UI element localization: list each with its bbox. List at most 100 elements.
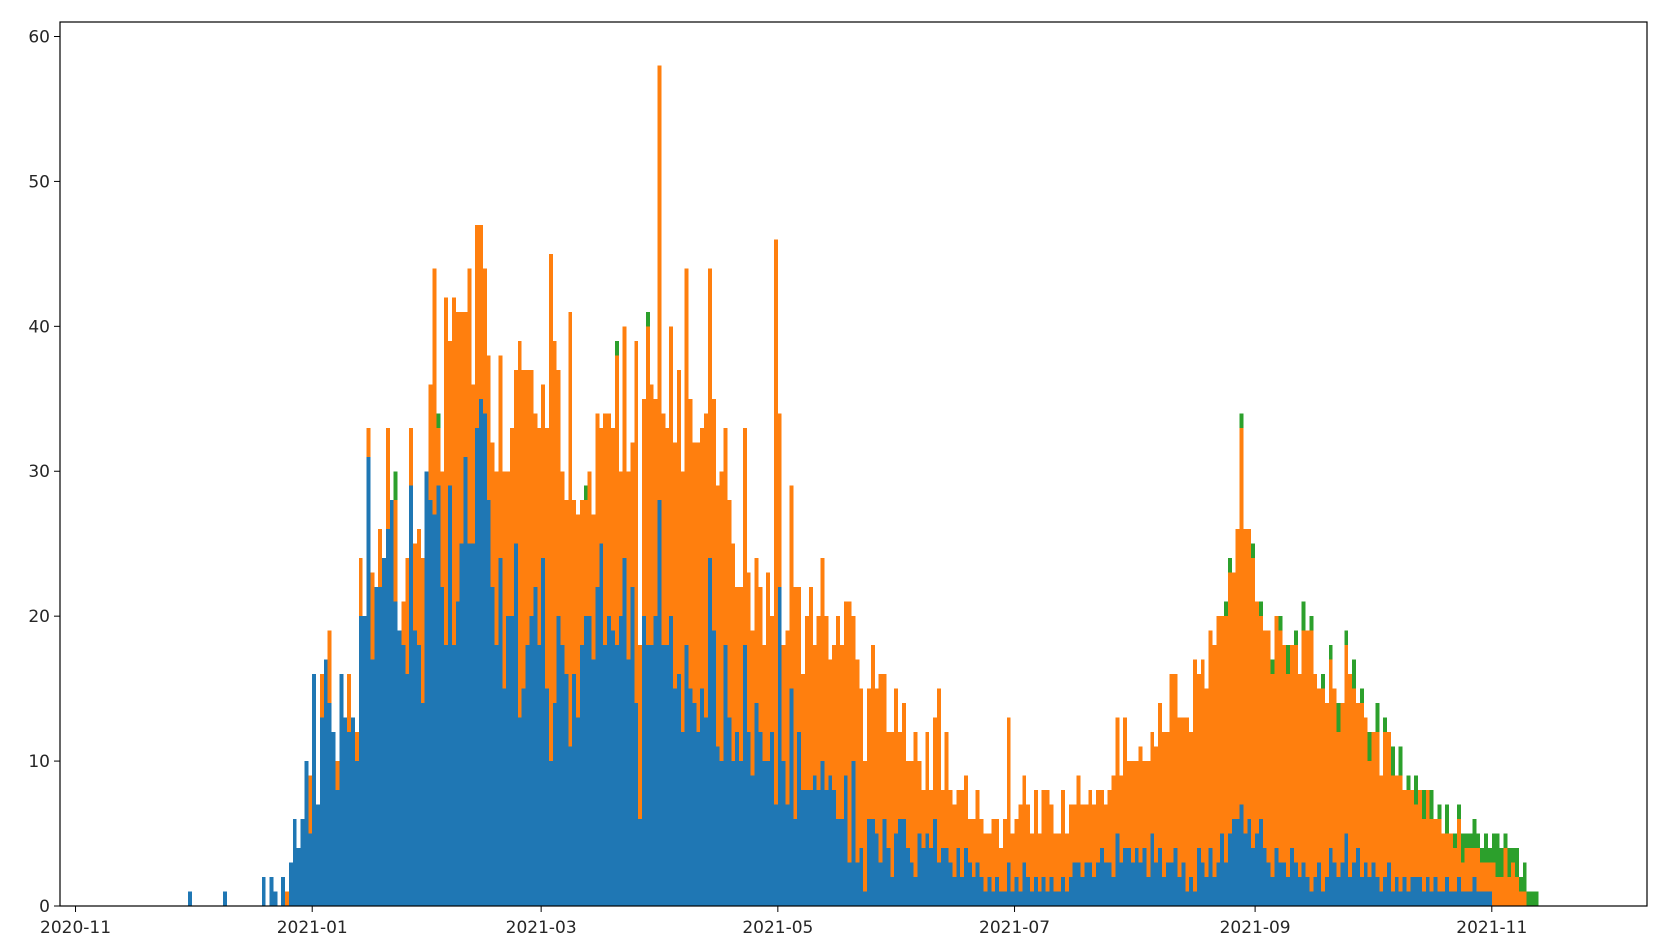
bar bbox=[645, 645, 650, 906]
bar bbox=[1181, 717, 1186, 863]
bar bbox=[1057, 833, 1062, 892]
bar bbox=[824, 790, 829, 906]
bar bbox=[568, 311, 573, 747]
bar bbox=[482, 268, 487, 414]
bar bbox=[1290, 645, 1294, 849]
bar bbox=[467, 268, 472, 544]
bar bbox=[836, 819, 840, 906]
bar bbox=[1084, 862, 1089, 906]
bar bbox=[789, 688, 794, 906]
bar bbox=[607, 616, 611, 906]
bar bbox=[1224, 862, 1228, 906]
bar bbox=[548, 253, 553, 762]
bar bbox=[1328, 659, 1333, 849]
bar bbox=[750, 775, 755, 906]
bar bbox=[967, 819, 972, 863]
bar bbox=[1227, 833, 1232, 906]
bar bbox=[366, 427, 371, 457]
bar bbox=[1107, 862, 1112, 906]
bar bbox=[1348, 877, 1353, 906]
bar bbox=[676, 369, 681, 675]
bar bbox=[572, 500, 577, 675]
bar bbox=[1064, 891, 1069, 906]
bar bbox=[521, 369, 526, 689]
bar bbox=[288, 862, 293, 906]
bar bbox=[1018, 804, 1023, 892]
bar bbox=[979, 819, 984, 878]
bar bbox=[292, 819, 297, 906]
bar bbox=[1530, 891, 1535, 906]
bar bbox=[529, 616, 534, 906]
bar bbox=[327, 703, 332, 906]
bar bbox=[707, 558, 712, 906]
bar bbox=[506, 471, 511, 617]
bar bbox=[572, 674, 577, 906]
bar bbox=[583, 500, 588, 617]
bar bbox=[614, 645, 619, 906]
bar bbox=[1134, 761, 1139, 849]
bar bbox=[576, 717, 580, 906]
bar bbox=[537, 645, 542, 906]
bar bbox=[1212, 877, 1217, 906]
bar bbox=[626, 471, 631, 660]
bar bbox=[1464, 833, 1469, 849]
bar bbox=[797, 732, 802, 906]
bar bbox=[1231, 819, 1236, 906]
bar bbox=[669, 326, 674, 617]
bar bbox=[1115, 717, 1120, 834]
bar bbox=[1096, 862, 1100, 906]
bar bbox=[820, 761, 825, 906]
bar bbox=[1359, 688, 1364, 704]
bar bbox=[766, 761, 771, 906]
bar bbox=[494, 645, 499, 906]
bar bbox=[420, 703, 425, 906]
bar bbox=[498, 558, 503, 906]
bar bbox=[1235, 819, 1240, 906]
bar bbox=[894, 688, 899, 834]
bar bbox=[1130, 761, 1135, 863]
bar bbox=[1165, 862, 1170, 906]
bar bbox=[416, 645, 421, 906]
bar bbox=[801, 674, 805, 791]
bar bbox=[742, 427, 747, 646]
bar bbox=[870, 645, 875, 820]
bar bbox=[719, 761, 724, 906]
bar bbox=[1491, 833, 1496, 863]
bar bbox=[1297, 674, 1302, 878]
bar bbox=[319, 717, 324, 906]
bar bbox=[1328, 645, 1333, 660]
bar bbox=[1030, 891, 1034, 906]
bar bbox=[1158, 703, 1162, 849]
y-tick-label: 40 bbox=[28, 317, 50, 337]
bar bbox=[1258, 616, 1263, 820]
bar bbox=[820, 558, 825, 762]
bar bbox=[405, 674, 410, 906]
bar bbox=[393, 500, 398, 602]
bar bbox=[836, 616, 840, 820]
bar bbox=[587, 616, 592, 906]
bar bbox=[739, 761, 743, 906]
bar bbox=[1367, 732, 1372, 762]
bar bbox=[1033, 877, 1038, 906]
bar bbox=[700, 688, 705, 906]
bar bbox=[1402, 790, 1407, 878]
bar bbox=[1495, 877, 1500, 906]
bar bbox=[808, 587, 813, 791]
bar bbox=[758, 732, 763, 906]
bar bbox=[645, 326, 650, 646]
bar bbox=[801, 790, 805, 906]
bar bbox=[440, 471, 445, 588]
bar bbox=[863, 761, 868, 892]
bar bbox=[1515, 877, 1519, 906]
bar bbox=[913, 732, 918, 878]
bar bbox=[696, 732, 701, 906]
bar bbox=[401, 601, 406, 646]
bar bbox=[1456, 819, 1461, 878]
bar bbox=[436, 427, 441, 486]
bar bbox=[956, 848, 961, 906]
bar bbox=[1515, 848, 1519, 878]
bar bbox=[1452, 848, 1457, 892]
bar bbox=[1410, 877, 1415, 906]
bar bbox=[987, 877, 992, 906]
bar bbox=[1033, 790, 1038, 878]
